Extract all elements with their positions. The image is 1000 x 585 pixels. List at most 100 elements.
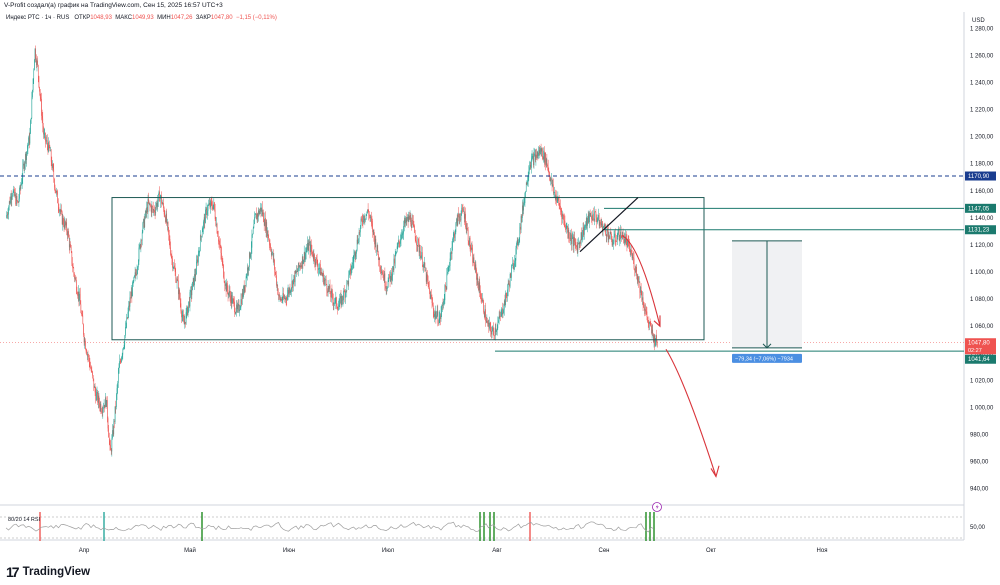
candle-body [537, 151, 539, 156]
candle-body [544, 152, 546, 163]
candle-body [353, 255, 355, 262]
rsi-signal-bar [483, 512, 485, 541]
candle-body [370, 217, 371, 218]
candle-body [50, 150, 52, 162]
candle-body [112, 430, 113, 439]
forecast-arrow-short[interactable] [621, 234, 661, 327]
candle-body [285, 297, 286, 300]
candle-body [233, 299, 235, 302]
candle-body [460, 213, 462, 221]
candle-body [618, 228, 619, 235]
candle-body [654, 335, 655, 346]
candle-body [260, 207, 261, 211]
candle-body [573, 236, 574, 247]
candle-body [88, 356, 90, 363]
candle-body [588, 214, 590, 223]
candle-body [465, 213, 466, 228]
candle-body [107, 400, 108, 419]
candle-body [474, 265, 475, 270]
candle-body [181, 315, 183, 318]
candle-body [553, 192, 555, 193]
range-rectangle[interactable] [111, 197, 705, 341]
candle-body [463, 211, 465, 219]
candle-body [358, 232, 360, 243]
candle-body [157, 201, 158, 207]
candle-body [329, 285, 330, 290]
candle-body [432, 305, 434, 312]
candle-body [513, 265, 515, 269]
candle-body [622, 232, 624, 236]
candle-body [54, 178, 55, 188]
candle-body [584, 226, 586, 229]
time-tick-label: Авг [492, 548, 502, 554]
rsi-scale-label: 50,00 [970, 525, 986, 531]
price-axis[interactable]: 940,00 960,00 980,00 1 000,00 1 020,00 1 040,… [970, 26, 994, 492]
candle-body [92, 375, 94, 379]
candle-body [7, 214, 9, 216]
candle-body [101, 412, 103, 413]
candle-body [552, 184, 553, 187]
candle-body [414, 226, 415, 233]
rsi-pane[interactable]: 80/20 14 RSI 50,00 [0, 502, 986, 542]
candle-body [417, 238, 419, 246]
candle-body [347, 280, 349, 285]
candle-body [26, 151, 27, 160]
candle-body [212, 206, 213, 210]
candle-body [506, 295, 508, 297]
candle-body [119, 361, 120, 368]
candle-body [236, 304, 237, 313]
candle-body [398, 240, 399, 245]
candle-body [185, 312, 187, 324]
candle-body [360, 218, 362, 226]
candle-body [578, 243, 579, 245]
candle-body [561, 211, 563, 220]
candle-body [65, 222, 67, 226]
candle-body [454, 233, 455, 238]
candle-body [10, 196, 11, 204]
candle-body [19, 187, 21, 189]
tradingview-logo[interactable]: 17 TradingView [6, 563, 90, 581]
candle-body [484, 309, 486, 317]
candle-body [303, 252, 305, 261]
candle-body [256, 213, 258, 220]
candle-body [180, 303, 182, 312]
candle-body [569, 237, 570, 239]
candle-body [518, 241, 519, 246]
candle-body [525, 191, 526, 193]
tradingview-logo-text: TradingView [22, 566, 91, 578]
candle-body [59, 210, 60, 212]
candle-body [551, 178, 552, 180]
candle-body [124, 335, 126, 345]
candle-body [101, 411, 102, 413]
candle-body [433, 311, 435, 317]
candle-body [203, 217, 205, 222]
candle-body [632, 257, 634, 259]
candle-body [176, 279, 178, 283]
candle-body [469, 237, 470, 246]
low-label: МИН [157, 15, 171, 21]
trend-line[interactable] [579, 197, 639, 253]
candle-body [643, 305, 645, 308]
candle-body [494, 335, 495, 337]
candle-body [151, 206, 153, 213]
candle-body [76, 280, 77, 292]
candle-body [434, 314, 435, 317]
candle-body [647, 321, 649, 323]
candle-body [111, 438, 113, 452]
candle-body [102, 408, 104, 413]
drawings-layer[interactable]: −79,34 (−7,06%) −7934 [0, 175, 964, 478]
candle-body [409, 214, 411, 220]
candle-body [42, 118, 44, 127]
candle-body [372, 223, 373, 233]
candle-body [315, 257, 317, 265]
time-axis[interactable]: Апр Май Июн Июл Авг Сен Окт Ноя [79, 547, 828, 554]
candle-body [448, 267, 450, 268]
candle-body [354, 251, 355, 256]
forecast-arrow-long[interactable] [665, 348, 717, 477]
symbol-label[interactable]: Индекс РТС · 1ч · RUS [6, 15, 69, 21]
candle-body [187, 307, 188, 315]
price-range-measure[interactable]: −79,34 (−7,06%) −7934 [732, 240, 802, 363]
badge-current-price [965, 338, 996, 355]
candle-body [427, 280, 429, 283]
